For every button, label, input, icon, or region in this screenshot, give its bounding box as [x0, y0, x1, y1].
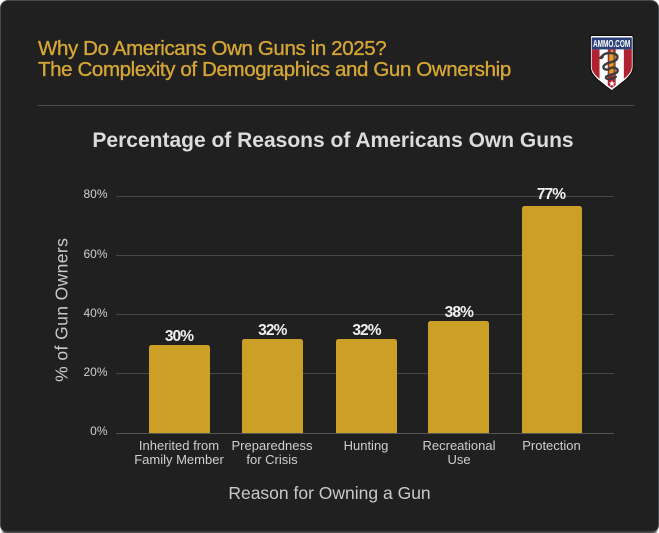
svg-text:AMMO.COM: AMMO.COM	[593, 39, 630, 50]
